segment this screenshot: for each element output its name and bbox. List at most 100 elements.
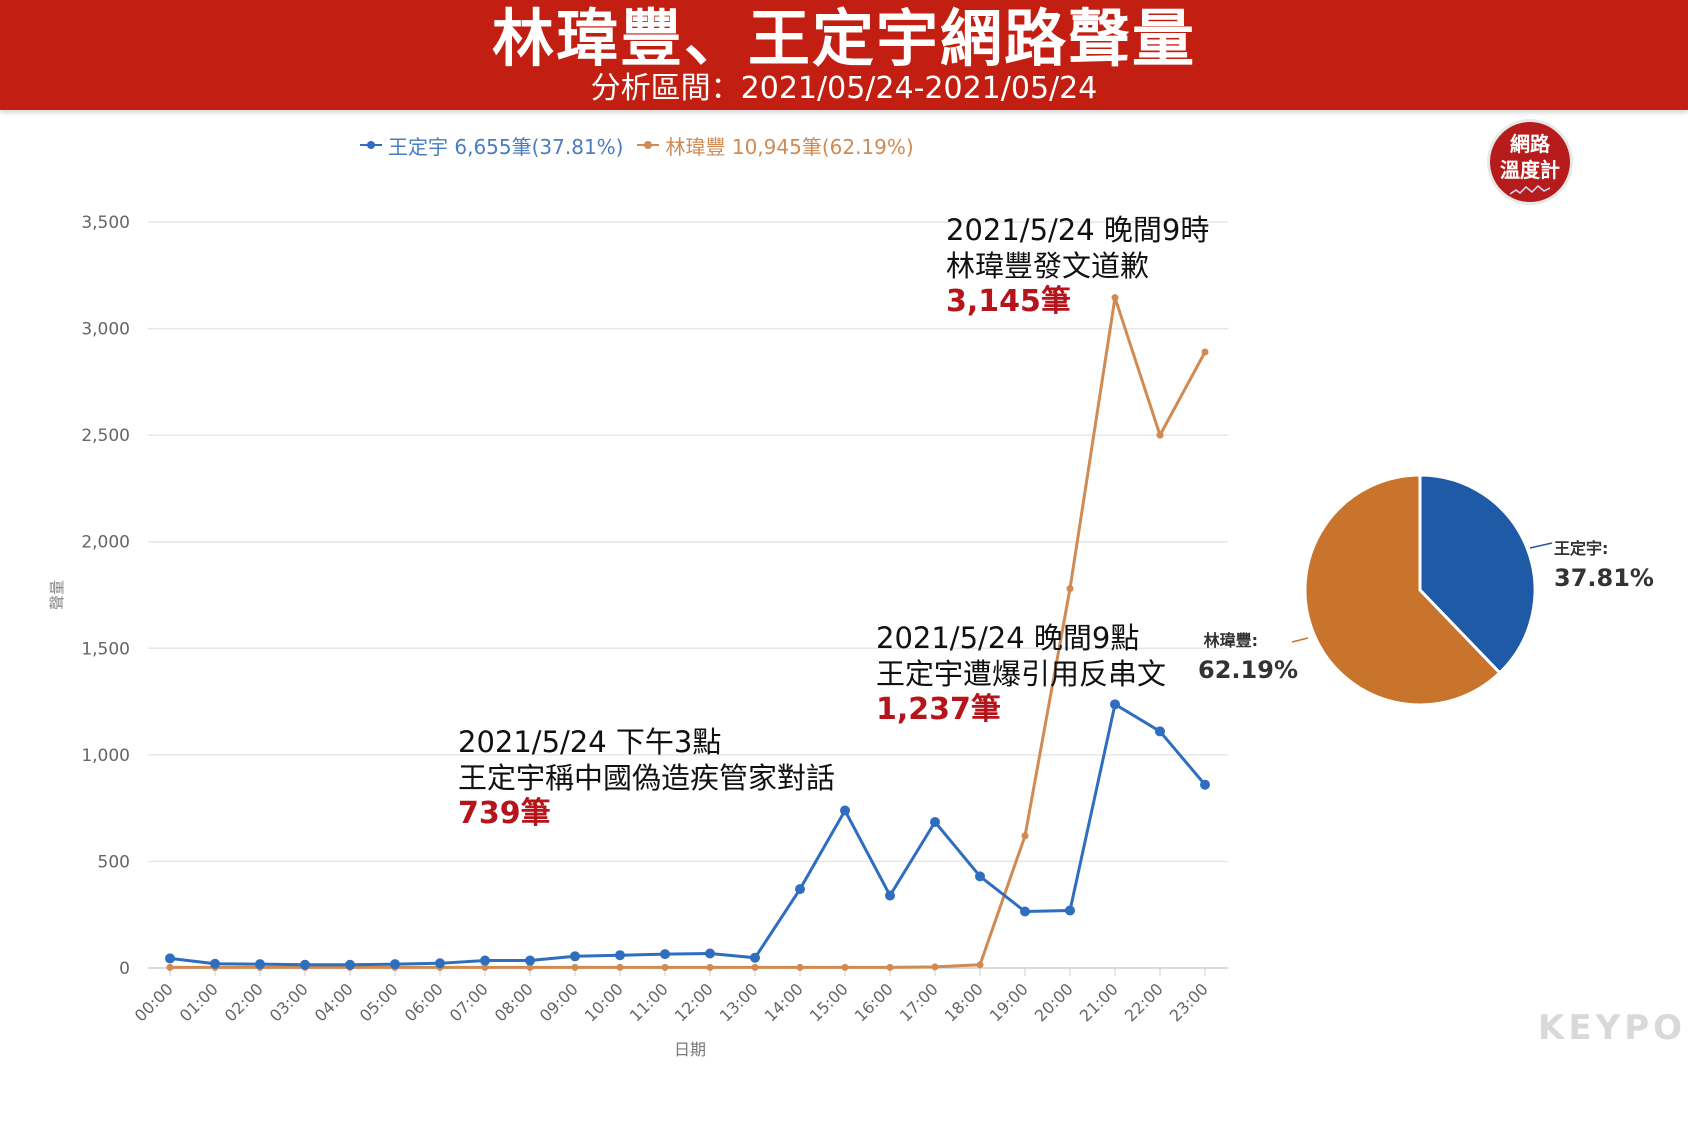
- pie-chart: 王定宇: 37.81% 林瑋豐: 62.19%: [1198, 473, 1654, 707]
- chart-gridlines: [148, 221, 1228, 969]
- data-point-lin: [796, 963, 804, 971]
- pie-label-name-lin: 林瑋豐:: [1204, 631, 1258, 650]
- x-tick-label: 13:00: [716, 979, 762, 1025]
- x-tick-label: 06:00: [401, 979, 447, 1025]
- data-point-lin: [931, 963, 939, 971]
- data-point-lin: [706, 963, 714, 971]
- data-point-wang: [435, 958, 445, 969]
- x-tick-label: 21:00: [1076, 979, 1122, 1025]
- x-tick-label: 12:00: [671, 979, 717, 1025]
- chart-legend: 王定宇 6,655筆(37.81%) 林瑋豐 10,945筆(62.19%): [360, 130, 914, 160]
- y-tick-label: 1,000: [81, 746, 130, 766]
- pie-slice-lin: [1303, 473, 1502, 707]
- annotation-line2: 王定宇稱中國偽造疾管家對話: [458, 761, 836, 795]
- page-subtitle: 分析區間：2021/05/24-2021/05/24: [590, 71, 1098, 106]
- y-tick-label: 500: [98, 852, 130, 872]
- data-point-wang: [1110, 699, 1120, 710]
- pie-slice-wang: [1418, 473, 1537, 676]
- x-tick-label: 03:00: [266, 979, 312, 1025]
- header-banner: 林瑋豐、王定宇網路聲量 分析區間：2021/05/24-2021/05/24: [0, 0, 1688, 110]
- data-point-wang: [840, 805, 850, 816]
- data-point-wang: [795, 884, 805, 895]
- data-point-lin: [751, 963, 759, 971]
- data-point-wang: [255, 959, 265, 970]
- y-tick-label: 2,000: [81, 533, 130, 553]
- x-tick-label: 17:00: [896, 979, 942, 1025]
- data-point-lin: [481, 963, 489, 971]
- pie-label-name-wang: 王定宇:: [1554, 539, 1608, 558]
- badge-wave-icon: [1510, 184, 1550, 195]
- pie-leader-wang: [1529, 542, 1553, 549]
- y-tick-label: 2,500: [81, 426, 130, 446]
- data-point-wang: [1155, 726, 1165, 737]
- legend-label-wang: 王定宇 6,655筆(37.81%): [388, 134, 624, 159]
- x-tick-label: 15:00: [806, 979, 852, 1025]
- annotation-line1: 2021/5/24 晚間9時: [946, 213, 1210, 247]
- y-tick-label: 1,500: [81, 639, 130, 659]
- data-point-lin: [1201, 348, 1209, 356]
- legend-item-lin[interactable]: 林瑋豐 10,945筆(62.19%): [637, 131, 914, 160]
- data-point-lin: [1156, 431, 1164, 439]
- x-tick-label: 08:00: [491, 979, 537, 1025]
- annotation-count: 3,145筆: [946, 284, 1071, 319]
- x-tick-label: 00:00: [131, 979, 177, 1025]
- annotation-line1: 2021/5/24 晚間9點: [876, 621, 1140, 655]
- y-axis-label: 聲量: [48, 580, 66, 610]
- data-point-wang: [345, 959, 355, 970]
- data-point-wang: [300, 959, 310, 970]
- x-tick-label: 16:00: [851, 979, 897, 1025]
- line-points: [165, 294, 1210, 971]
- data-point-wang: [570, 951, 580, 962]
- annotation-count: 739筆: [458, 796, 551, 831]
- data-point-wang: [165, 953, 175, 964]
- x-tick-label: 20:00: [1031, 979, 1077, 1025]
- x-tick-labels: 00:0001:0002:0003:0004:0005:0006:0007:00…: [131, 968, 1212, 1025]
- x-tick-label: 11:00: [626, 979, 672, 1025]
- data-point-wang: [525, 955, 535, 966]
- x-tick-label: 02:00: [221, 979, 267, 1025]
- x-tick-label: 09:00: [536, 979, 582, 1025]
- pie-leader-lin: [1291, 637, 1309, 643]
- keypo-logo: KEYPO: [1538, 1008, 1687, 1048]
- data-point-wang: [210, 958, 220, 969]
- data-point-lin: [571, 963, 579, 971]
- data-point-lin: [886, 963, 894, 971]
- badge-line1: 網路: [1510, 132, 1550, 156]
- x-tick-label: 10:00: [581, 979, 627, 1025]
- x-tick-label: 18:00: [941, 979, 987, 1025]
- badge-line2: 溫度計: [1500, 158, 1560, 182]
- data-point-wang: [1065, 905, 1075, 916]
- data-point-wang: [930, 816, 940, 827]
- data-point-lin: [841, 963, 849, 971]
- annotation-line2: 林瑋豐發文道歉: [946, 249, 1150, 283]
- pie-label-value-lin: 62.19%: [1198, 656, 1298, 684]
- x-tick-label: 23:00: [1166, 979, 1212, 1025]
- data-point-wang: [975, 871, 985, 882]
- annotation-count: 1,237筆: [876, 692, 1001, 727]
- annotation-lin-apology: 2021/5/24 晚間9時 林瑋豐發文道歉 3,145筆: [946, 212, 1209, 320]
- x-tick-label: 04:00: [311, 979, 357, 1025]
- annotation-wang-repost: 2021/5/24 晚間9點 王定宇遭爆引用反串文 1,237筆: [876, 620, 1166, 728]
- y-tick-label: 3,000: [81, 320, 130, 340]
- thermometer-badge-logo: 網路 溫度計: [1490, 122, 1570, 202]
- data-point-wang: [615, 950, 625, 961]
- annotation-wang-cdc: 2021/5/24 下午3點 王定宇稱中國偽造疾管家對話 739筆: [458, 724, 835, 832]
- data-point-lin: [616, 963, 624, 971]
- x-axis-label: 日期: [674, 1040, 706, 1059]
- series-line-lin: [170, 296, 1207, 969]
- data-point-wang: [1020, 906, 1030, 917]
- data-point-wang: [660, 949, 670, 960]
- y-tick-label: 0: [119, 959, 130, 979]
- x-tick-label: 22:00: [1121, 979, 1167, 1025]
- legend-label-lin: 林瑋豐 10,945筆(62.19%): [665, 134, 914, 159]
- data-point-lin: [661, 963, 669, 971]
- x-tick-label: 01:00: [176, 979, 222, 1025]
- data-point-lin: [1066, 585, 1074, 593]
- legend-item-wang[interactable]: 王定宇 6,655筆(37.81%): [360, 131, 623, 160]
- legend-marker-wang: [360, 141, 382, 149]
- x-tick-label: 07:00: [446, 979, 492, 1025]
- annotation-line1: 2021/5/24 下午3點: [458, 725, 722, 759]
- annotation-line2: 王定宇遭爆引用反串文: [876, 657, 1167, 691]
- data-point-lin: [976, 961, 984, 969]
- legend-marker-lin: [637, 141, 660, 149]
